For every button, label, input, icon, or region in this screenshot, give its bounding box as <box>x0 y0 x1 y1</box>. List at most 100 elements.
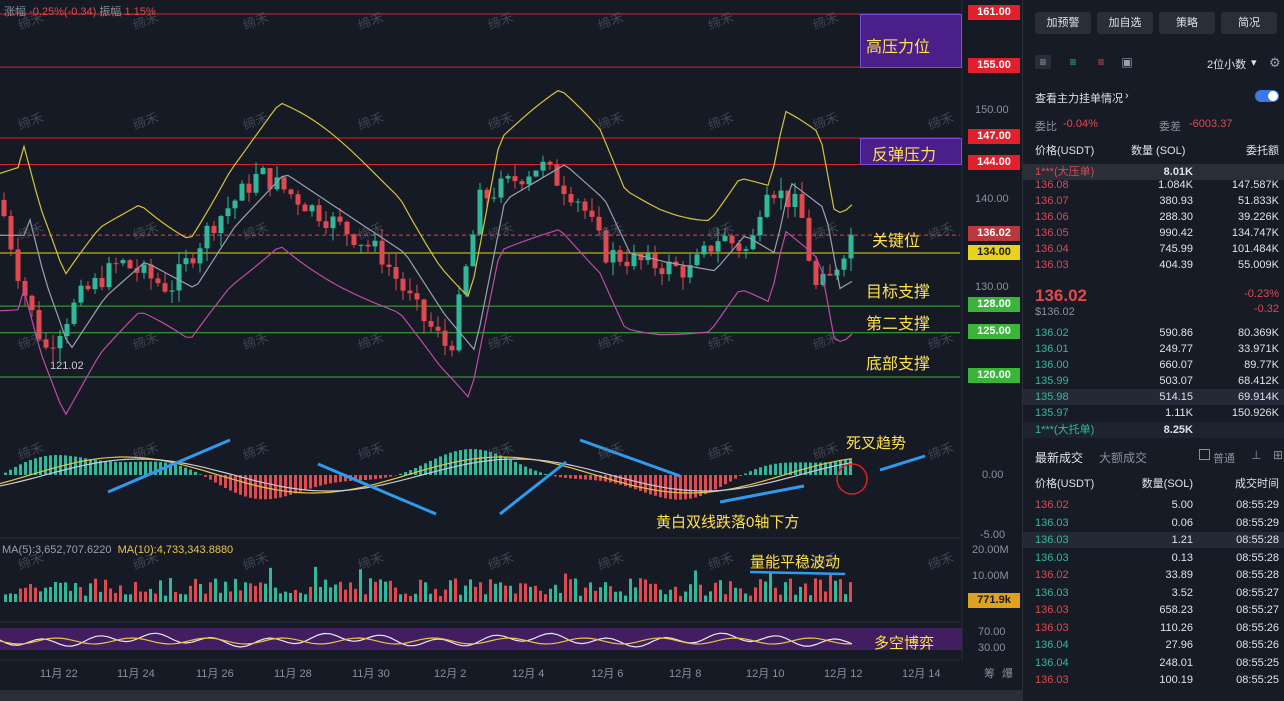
trade-price: 136.02 <box>1035 569 1069 581</box>
macd-bar <box>174 464 177 475</box>
qty-header[interactable]: 数量 (SOL) <box>1131 145 1186 157</box>
volume-bar <box>249 583 252 602</box>
decimals-select[interactable]: 2位小数 <box>1207 59 1247 71</box>
watermark-text: 缔禾 <box>131 330 161 354</box>
macd-bar <box>554 475 557 477</box>
volume-bar <box>539 590 542 602</box>
chevron-right-icon[interactable]: › <box>1125 90 1129 102</box>
watermark-text: 缔禾 <box>356 10 386 34</box>
range-label: 振幅 <box>99 6 122 18</box>
volume-bar <box>564 573 567 602</box>
corner-label[interactable]: 爆 <box>1002 668 1013 680</box>
watermark-text: 缔禾 <box>241 330 271 354</box>
add-alert-button[interactable]: 加预警 <box>1035 12 1091 34</box>
macd-bar <box>744 473 747 475</box>
bid-big-name: 1***(大托单) <box>1035 424 1095 436</box>
bid-big-row[interactable]: 1***(大托单) 8.25K <box>1023 422 1284 438</box>
trade-price-header: 价格(USDT) <box>1035 478 1095 490</box>
bid-row[interactable]: 135.99 503.07 68.412K <box>1023 373 1284 389</box>
ask-row[interactable]: 136.05 990.42 134.747K <box>1023 225 1284 241</box>
macd-bar <box>724 475 727 485</box>
volume-bar <box>699 584 702 602</box>
macd-bar <box>674 475 677 500</box>
volume-bar <box>579 595 582 602</box>
macd-bar <box>34 458 37 475</box>
macd-bar <box>24 462 27 475</box>
candle-body <box>337 216 343 222</box>
trade-qty-header[interactable]: 数量(SOL) <box>1141 478 1193 490</box>
volume-bar <box>669 589 672 602</box>
ask-row[interactable]: 136.04 745.99 101.484K <box>1023 241 1284 257</box>
add-watchlist-button[interactable]: 加自选 <box>1097 12 1153 34</box>
macd-bar <box>404 472 407 475</box>
macd-bar <box>209 475 212 480</box>
candle-body <box>302 204 308 212</box>
candle-body <box>687 265 693 278</box>
volume-bar <box>519 583 522 602</box>
trade-price: 136.03 <box>1035 674 1069 686</box>
grid-icon[interactable]: ⊞ <box>1273 448 1284 462</box>
bid-row[interactable]: 136.02 590.86 80.369K <box>1023 325 1284 341</box>
volume-bar <box>694 570 697 602</box>
ask-row[interactable]: 136.08 1.084K 147.587K <box>1023 177 1284 193</box>
row-qty: 514.15 <box>1159 391 1193 403</box>
amount-header[interactable]: 委托额 <box>1246 145 1279 157</box>
volume-bar <box>714 582 717 602</box>
corner-label[interactable]: 筹 <box>984 668 995 680</box>
date-label: 11月 22 <box>40 668 78 680</box>
bid-row[interactable]: 135.98 514.15 69.914K <box>1023 389 1284 405</box>
candle-body <box>813 260 819 285</box>
book-asks-icon[interactable]: ≡ <box>1097 55 1105 69</box>
bid-row[interactable]: 135.97 1.11K 150.926K <box>1023 405 1284 421</box>
volume-bar <box>194 578 197 602</box>
candle-body <box>253 174 259 193</box>
macd-neg: -5.00 <box>980 529 1006 541</box>
volume-bar <box>639 578 642 602</box>
ask-row[interactable]: 136.03 404.39 55.009K <box>1023 257 1284 273</box>
tab-latest-trades[interactable]: 最新成交 <box>1035 451 1084 465</box>
trade-time: 08:55:26 <box>1236 621 1279 634</box>
ask-big-row[interactable]: 1***(大压单) 8.01K <box>1023 164 1284 180</box>
candle-body <box>281 177 287 190</box>
volume-bar <box>364 594 367 602</box>
volume-bar <box>769 572 772 602</box>
volume-bar <box>504 585 507 602</box>
ma10-label: MA(10):4,733,343.8880 <box>117 544 234 556</box>
main-order-link[interactable]: 查看主力挂单情况 <box>1035 93 1123 105</box>
macd-bar <box>449 452 452 475</box>
chart-area[interactable]: 缔禾 缔禾 缔禾 缔禾 缔禾 缔禾 缔禾 缔禾 缔禾 缔禾 缔禾 缔禾 缔禾 缔禾 缔禾 缔禾 缔禾 缔禾 缔禾 缔禾… <box>0 0 1022 690</box>
last-price: 136.02 <box>1035 286 1087 305</box>
ask-row[interactable]: 136.06 288.30 39.226K <box>1023 209 1284 225</box>
bid-row[interactable]: 136.00 660.07 89.77K <box>1023 357 1284 373</box>
watermark-text: 缔禾 <box>486 110 516 134</box>
upper-band <box>0 90 853 298</box>
book-compact-icon[interactable]: ▣ <box>1121 55 1133 69</box>
chevron-down-icon[interactable]: ▾ <box>1251 57 1257 69</box>
bottom-scrollbar[interactable] <box>0 690 1022 701</box>
macd-bar <box>634 475 637 490</box>
strategy-button[interactable]: 策略 <box>1159 12 1215 34</box>
settings-icon[interactable]: ⚙ <box>1269 55 1281 70</box>
checkbox-normal[interactable] <box>1199 449 1210 460</box>
candle-body <box>141 264 147 273</box>
volume-bar <box>254 585 257 602</box>
tab-large-trades[interactable]: 大额成交 <box>1099 451 1148 465</box>
row-amount: 80.369K <box>1238 327 1279 339</box>
volume-bar <box>604 582 607 602</box>
row-amount: 68.412K <box>1238 375 1279 387</box>
macd-bar <box>719 475 722 487</box>
main-order-toggle[interactable] <box>1255 90 1279 102</box>
overview-button[interactable]: 简况 <box>1221 12 1277 34</box>
key-level-label: 关键位 <box>872 233 921 250</box>
filter-icon[interactable]: ⊥ <box>1251 448 1262 462</box>
bid-row[interactable]: 136.01 249.77 33.971K <box>1023 341 1284 357</box>
volume-bar <box>224 581 227 602</box>
volume-arrow <box>749 570 846 576</box>
book-bids-icon[interactable]: ≡ <box>1069 55 1077 69</box>
book-both-icon[interactable]: ≡ <box>1035 55 1051 69</box>
ask-row[interactable]: 136.07 380.93 51.833K <box>1023 193 1284 209</box>
osc-70: 70.00 <box>978 626 1006 638</box>
volume-bar <box>749 595 752 602</box>
watermark-text: 缔禾 <box>811 10 841 34</box>
